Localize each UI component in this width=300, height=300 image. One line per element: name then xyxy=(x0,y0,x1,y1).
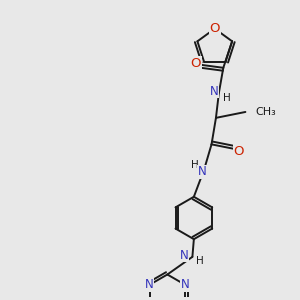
Text: CH₃: CH₃ xyxy=(256,107,276,117)
Text: H: H xyxy=(191,160,199,170)
Text: O: O xyxy=(234,145,244,158)
Text: O: O xyxy=(209,22,220,35)
Text: H: H xyxy=(223,93,231,103)
Text: N: N xyxy=(180,249,188,262)
Text: N: N xyxy=(210,85,219,98)
Text: N: N xyxy=(197,165,206,178)
Text: N: N xyxy=(181,278,190,291)
Text: O: O xyxy=(191,57,201,70)
Text: N: N xyxy=(145,278,154,291)
Text: H: H xyxy=(196,256,204,266)
